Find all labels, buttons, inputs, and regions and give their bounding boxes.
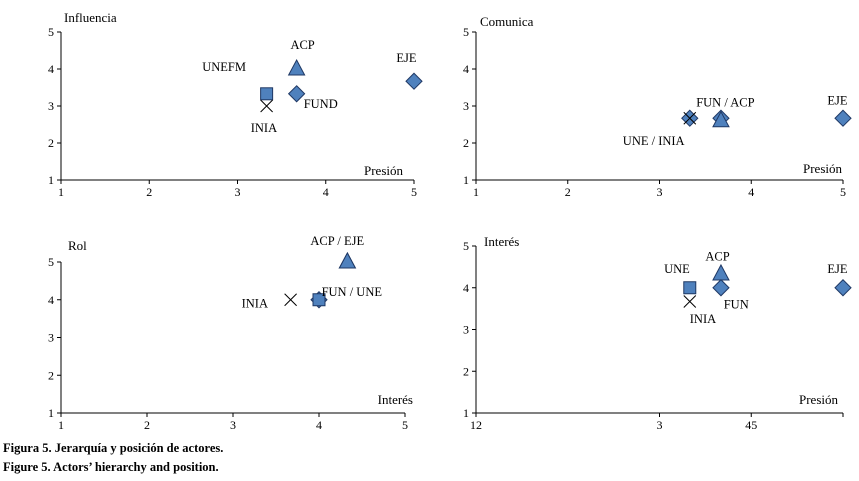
data-label-acp-eje: ACP / EJE xyxy=(310,234,364,248)
caption-spanish: Figura 5. Jerarquía y posición de actore… xyxy=(3,441,224,455)
x-tick-label: 1 xyxy=(473,185,479,199)
y-tick-label: 4 xyxy=(48,62,54,76)
point-unefm xyxy=(260,87,274,101)
y-tick-label: 5 xyxy=(463,25,469,39)
x-axis-label: Presión xyxy=(803,161,843,176)
x-tick-label: 3 xyxy=(230,418,236,432)
data-label-unefm: UNEFM xyxy=(202,60,246,74)
point-eje xyxy=(338,251,357,269)
x-tick-label: 1 xyxy=(58,185,64,199)
data-label-eje: EJE xyxy=(827,93,848,107)
point-acp xyxy=(712,263,730,281)
y-tick-label: 1 xyxy=(463,173,469,187)
point-fund xyxy=(287,85,306,103)
x-tick-label: 1 xyxy=(58,418,64,432)
x-tick-label: 2 xyxy=(565,185,571,199)
x-tick-label: 45 xyxy=(745,418,757,432)
data-label-inia: INIA xyxy=(251,121,277,135)
data-label-une-inia: UNE / INIA xyxy=(623,134,685,148)
data-label-acp: ACP xyxy=(705,249,729,263)
y-tick-label: 3 xyxy=(48,331,54,345)
y-tick-label: 2 xyxy=(48,136,54,150)
point-inia xyxy=(284,293,297,307)
point-inia xyxy=(260,99,273,113)
point-inia xyxy=(683,111,697,125)
point-eje xyxy=(834,279,852,297)
y-tick-label: 3 xyxy=(48,99,54,113)
y-axis-label: Rol xyxy=(68,238,87,253)
data-label-inia: INIA xyxy=(242,297,268,311)
y-tick-label: 3 xyxy=(463,99,469,113)
caption-english: Figure 5. Actors’ hierarchy and position… xyxy=(3,460,219,474)
point-fun xyxy=(712,279,730,297)
y-tick-label: 4 xyxy=(48,293,54,307)
x-axis-label: Presión xyxy=(364,163,404,178)
point-eje xyxy=(405,72,423,90)
y-tick-label: 1 xyxy=(48,406,54,420)
y-tick-label: 3 xyxy=(463,323,469,337)
x-tick-label: 3 xyxy=(235,185,241,199)
y-tick-label: 1 xyxy=(463,406,469,420)
x-axis-label: Interés xyxy=(378,392,413,407)
y-tick-label: 5 xyxy=(463,239,469,253)
point-une xyxy=(312,293,326,307)
point-inia xyxy=(683,295,697,308)
y-tick-label: 4 xyxy=(463,281,469,295)
data-label-fun: FUN xyxy=(724,297,749,311)
x-tick-label: 4 xyxy=(316,418,322,432)
y-tick-label: 2 xyxy=(463,364,469,378)
x-tick-label: 5 xyxy=(411,185,417,199)
x-tick-label: 4 xyxy=(748,185,754,199)
point-eje xyxy=(834,109,852,127)
data-label-eje: EJE xyxy=(396,51,417,65)
y-tick-label: 5 xyxy=(48,255,54,269)
y-tick-label: 2 xyxy=(48,368,54,382)
x-tick-label: 2 xyxy=(146,185,152,199)
data-label-eje: EJE xyxy=(827,262,848,276)
point-une xyxy=(683,281,697,295)
x-tick-label: 3 xyxy=(657,418,663,432)
x-tick-label: 5 xyxy=(840,185,846,199)
y-tick-label: 2 xyxy=(463,136,469,150)
x-axis-label: Presión xyxy=(799,392,839,407)
scatter-chart-3: 1 2 3 4 5 1 2 3 4 5 Rol Interés ACP / EJE FUN / UNE IN… xyxy=(48,234,413,432)
point-acp xyxy=(712,110,730,128)
point-acp xyxy=(287,58,306,76)
x-tick-label: 3 xyxy=(657,185,663,199)
x-tick-label: 4 xyxy=(323,185,329,199)
x-tick-label: 2 xyxy=(144,418,150,432)
scatter-chart-1: 1 2 3 4 5 1 2 3 4 5 Influencia Presión UNEFM INIA ACP F… xyxy=(48,10,423,199)
y-axis-label: Influencia xyxy=(64,10,117,25)
y-tick-label: 1 xyxy=(48,173,54,187)
data-label-acp: ACP xyxy=(290,38,314,52)
data-label-fun-une: FUN / UNE xyxy=(322,285,383,299)
y-axis-label: Interés xyxy=(484,234,519,249)
scatter-chart-2: 1 2 3 4 5 1 2 3 4 5 Comunica Presión FUN / ACP UNE / … xyxy=(463,14,852,199)
x-tick-label: 5 xyxy=(402,418,408,432)
data-label-inia: INIA xyxy=(690,312,716,326)
data-label-une: UNE xyxy=(664,262,690,276)
data-label-fund: FUND xyxy=(304,97,338,111)
data-label-fun-acp: FUN / ACP xyxy=(696,95,754,109)
y-tick-label: 4 xyxy=(463,62,469,76)
y-tick-label: 5 xyxy=(48,25,54,39)
y-axis-label: Comunica xyxy=(480,14,534,29)
x-tick-label: 12 xyxy=(470,418,482,432)
